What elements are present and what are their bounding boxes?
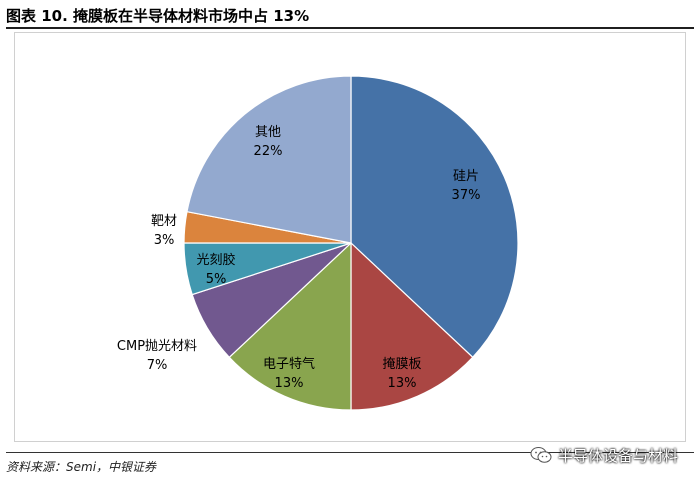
pie-label-5: 靶材 bbox=[151, 214, 177, 229]
pie-slice-1 bbox=[350, 241, 474, 411]
watermark: 半导体设备与材料 bbox=[530, 440, 678, 470]
pie-value-label-3: 7% bbox=[147, 358, 168, 373]
pie-slices bbox=[183, 75, 519, 411]
pie-value-label-1: 13% bbox=[388, 376, 417, 391]
pie-label-0: 硅片 bbox=[453, 169, 479, 184]
watermark-text: 半导体设备与材料 bbox=[557, 446, 678, 465]
source-note: 资料来源：Semi，中银证券 bbox=[6, 460, 157, 474]
pie-value-label-0: 37% bbox=[452, 188, 481, 203]
pie-slice-2 bbox=[228, 241, 352, 411]
wechat-icon bbox=[530, 447, 552, 463]
pie-label-3: CMP抛光材料 bbox=[117, 339, 197, 354]
pie-label-4: 光刻胶 bbox=[196, 252, 235, 268]
pie-value-label-6: 22% bbox=[254, 144, 283, 159]
pie-value-label-5: 3% bbox=[154, 233, 175, 248]
title-rule bbox=[6, 27, 694, 29]
source-rule bbox=[6, 452, 694, 453]
pie-label-1: 掩膜板 bbox=[382, 357, 421, 372]
pie-label-2: 电子特气 bbox=[263, 356, 315, 372]
figure-title: 图表 10. 掩膜板在半导体材料市场中占 13% bbox=[6, 7, 310, 25]
pie-labels: 硅片 37% 掩膜板 13% 电子特气 13% CMP抛光材料 7% 光刻胶 5% 靶材 3% 其他 22… bbox=[117, 125, 481, 391]
pie-label-6: 其他 bbox=[255, 125, 281, 140]
pie-slice-6 bbox=[186, 75, 352, 244]
pie-value-label-4: 5% bbox=[206, 272, 227, 287]
pie-value-label-2: 13% bbox=[275, 376, 304, 391]
pie-slice-0 bbox=[350, 75, 519, 359]
